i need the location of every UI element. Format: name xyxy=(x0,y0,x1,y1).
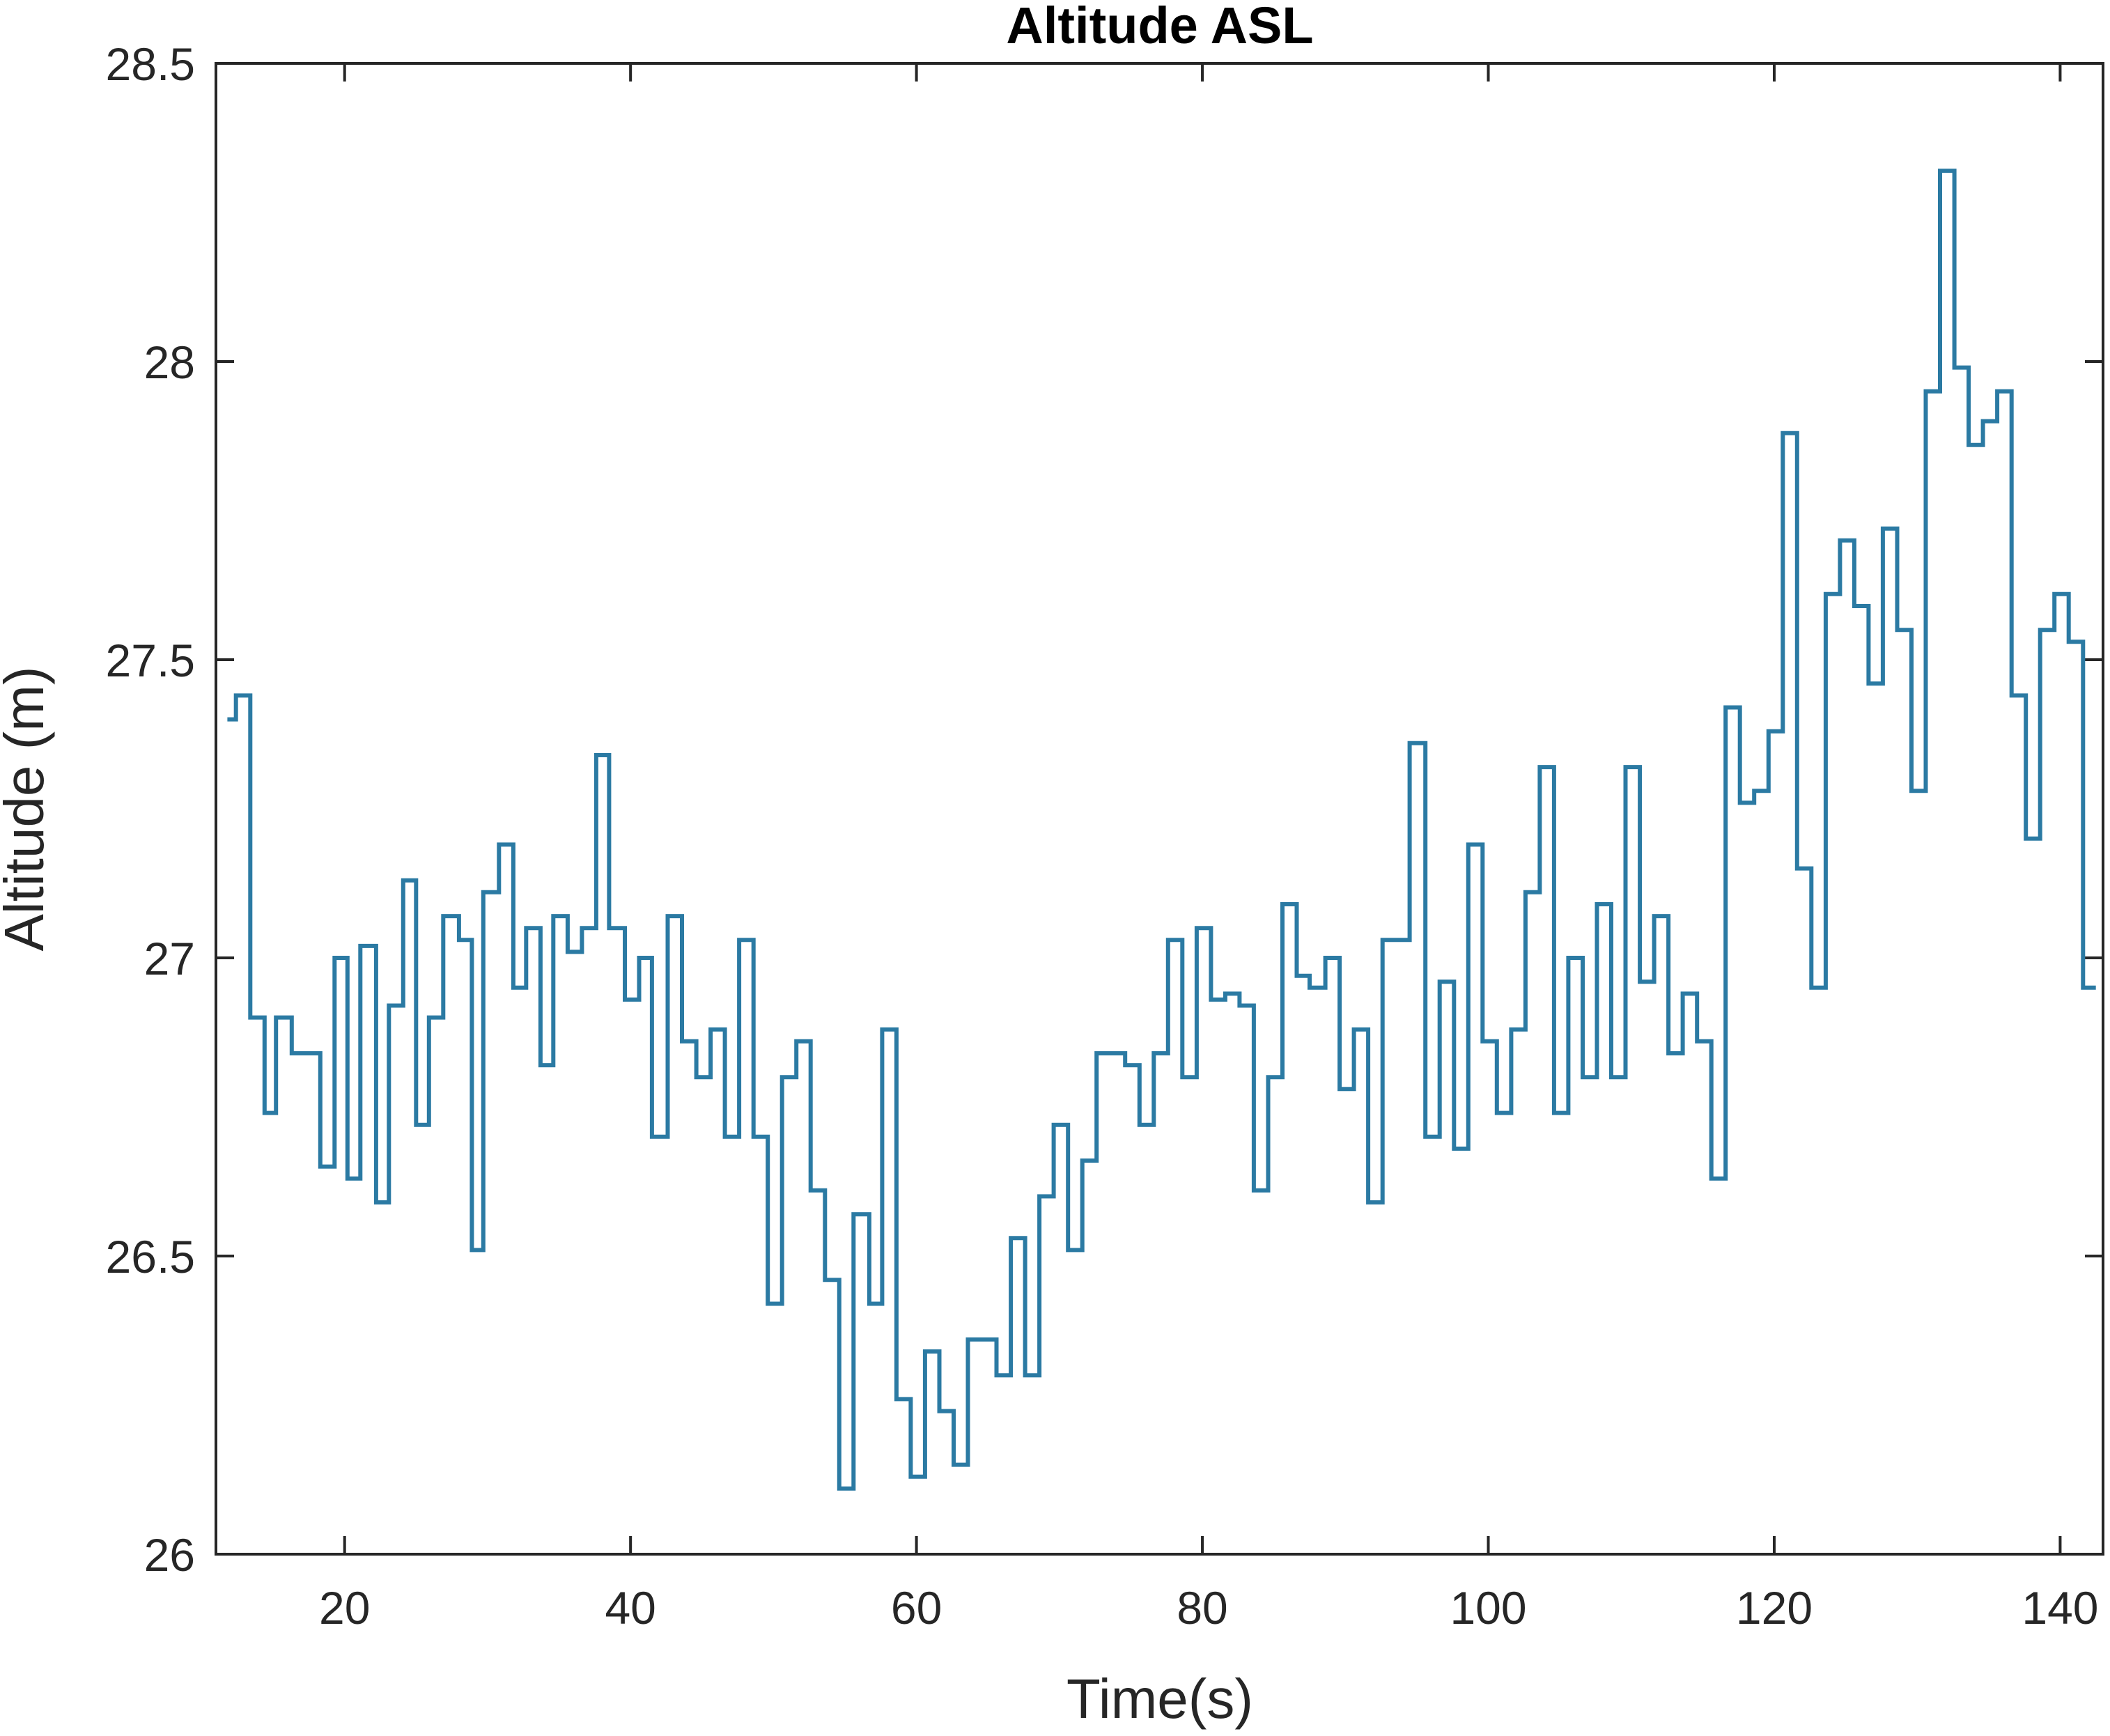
y-axis-label: Altitude (m) xyxy=(0,667,55,952)
series-layer xyxy=(227,169,2096,1491)
plot-frame xyxy=(215,62,2104,1556)
y-tick-label: 26 xyxy=(144,1529,195,1581)
x-tick-label: 20 xyxy=(319,1582,370,1634)
x-axis-label: Time(s) xyxy=(1066,1668,1253,1730)
y-tick-label: 26.5 xyxy=(106,1231,195,1282)
y-tick-label: 28.5 xyxy=(106,38,195,90)
altitude-step-line xyxy=(227,169,2096,1491)
x-tick-label: 40 xyxy=(605,1582,656,1634)
x-tick-label: 140 xyxy=(2022,1582,2098,1634)
y-tick-label: 28 xyxy=(144,336,195,388)
x-tick-label: 60 xyxy=(891,1582,942,1634)
x-tick-label: 120 xyxy=(1736,1582,1813,1634)
y-tick-label: 27 xyxy=(144,933,195,984)
x-tick-label: 100 xyxy=(1450,1582,1526,1634)
tick-labels: 20 40 60 80 100 120 140 26 26.5 27 27.5 28 28.5 xyxy=(106,38,2099,1634)
x-tick-label: 80 xyxy=(1177,1582,1227,1634)
y-tick-label: 27.5 xyxy=(106,635,195,686)
chart-title: Altitude ASL xyxy=(1006,0,1313,54)
plot-background xyxy=(216,63,2103,1554)
